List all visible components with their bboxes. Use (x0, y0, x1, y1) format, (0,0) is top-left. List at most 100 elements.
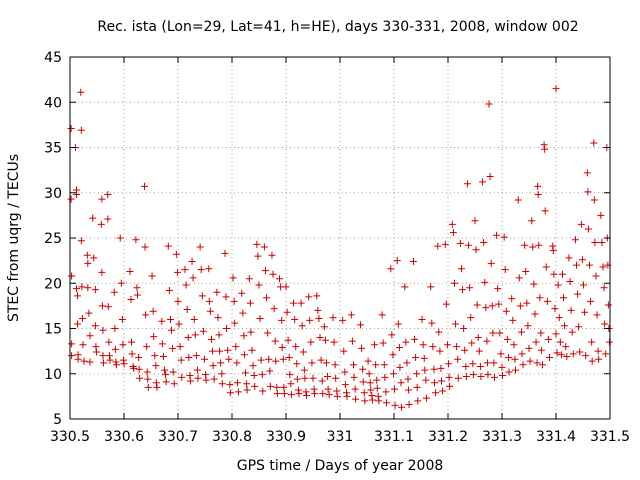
data-point (381, 373, 389, 381)
data-point (74, 355, 82, 363)
data-point (442, 300, 450, 308)
data-point (514, 196, 522, 204)
data-point (521, 241, 529, 249)
data-point (299, 348, 307, 356)
data-point (552, 330, 560, 338)
data-point (67, 124, 75, 132)
data-point (430, 365, 438, 373)
data-point (517, 328, 525, 336)
data-point (398, 403, 406, 411)
data-point (490, 373, 498, 381)
data-point (205, 297, 213, 305)
data-point (573, 261, 581, 269)
data-point (265, 355, 273, 363)
data-point (209, 347, 217, 355)
data-point (291, 315, 299, 323)
data-point (240, 332, 248, 340)
data-point (223, 325, 231, 332)
data-point (91, 322, 99, 330)
data-point (67, 195, 75, 203)
data-point (144, 383, 152, 391)
data-point (295, 390, 303, 398)
data-point (449, 229, 457, 237)
data-point (206, 307, 214, 315)
data-point (467, 314, 475, 322)
data-point (77, 88, 85, 96)
data-point (177, 356, 185, 364)
data-point (515, 274, 523, 282)
data-point (97, 220, 105, 228)
data-point (526, 357, 534, 365)
data-point (459, 286, 467, 294)
data-point (499, 372, 507, 380)
data-point (341, 368, 349, 376)
plot-frame (69, 56, 611, 420)
data-point (397, 379, 405, 387)
data-point (198, 292, 206, 300)
data-point (329, 314, 337, 322)
data-point (72, 285, 80, 293)
data-point (462, 363, 470, 371)
data-point (99, 359, 107, 367)
data-point (84, 284, 92, 292)
data-point (429, 343, 437, 351)
data-point (92, 348, 100, 356)
data-point (259, 387, 267, 395)
data-point (149, 307, 157, 315)
data-point (74, 292, 82, 300)
data-point (169, 344, 177, 352)
data-point (375, 397, 383, 405)
data-point (486, 172, 494, 180)
data-point (475, 347, 483, 355)
data-point (487, 259, 495, 267)
data-point (575, 323, 583, 331)
data-point (450, 279, 458, 287)
data-point (183, 305, 191, 313)
data-point (372, 361, 380, 369)
data-point (555, 314, 563, 322)
data-point (479, 178, 487, 186)
data-point (490, 359, 498, 367)
data-point (391, 401, 399, 409)
x-tick-label: 330.8 (212, 429, 252, 445)
data-point (117, 279, 125, 287)
data-point (245, 275, 253, 283)
data-point (248, 346, 256, 354)
data-point (360, 389, 368, 397)
data-point (389, 351, 397, 359)
data-point (582, 352, 590, 360)
data-point (300, 366, 308, 374)
data-point (510, 341, 518, 349)
data-point (525, 344, 533, 352)
data-point (472, 246, 480, 254)
data-point (287, 391, 295, 399)
data-point (465, 241, 473, 249)
data-point (80, 357, 88, 365)
data-point (428, 319, 436, 327)
data-point (197, 266, 205, 274)
data-point (99, 326, 107, 334)
data-point (495, 300, 503, 308)
data-point (99, 352, 107, 360)
x-tick-label: 330.7 (158, 429, 198, 445)
data-point (585, 261, 593, 269)
data-point (452, 320, 460, 328)
data-point (279, 355, 287, 363)
data-point (436, 347, 444, 355)
data-point (435, 328, 443, 336)
data-point (342, 389, 350, 397)
data-point (190, 315, 198, 323)
data-point (566, 277, 574, 285)
data-point (298, 322, 306, 330)
data-point (285, 353, 293, 361)
data-point (361, 397, 369, 405)
data-point (604, 301, 612, 309)
data-point (441, 240, 449, 248)
data-point (563, 353, 571, 361)
data-point (222, 293, 230, 301)
data-point (143, 343, 151, 351)
data-point (105, 338, 113, 346)
grid-lines (70, 57, 610, 419)
data-point (280, 383, 288, 391)
